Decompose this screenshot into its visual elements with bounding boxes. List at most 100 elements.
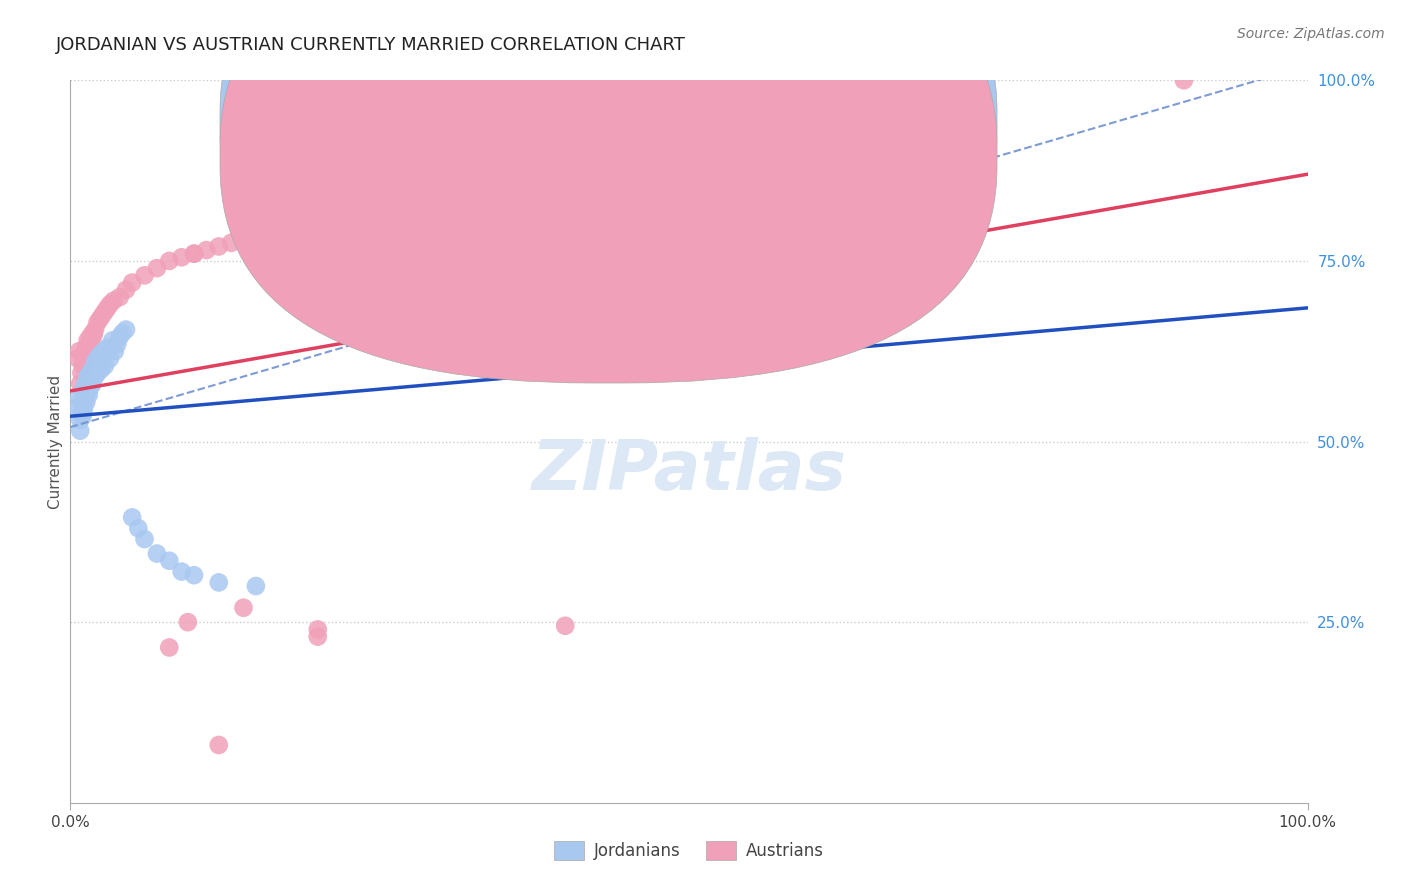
Point bbox=[84, 355, 107, 369]
Point bbox=[105, 337, 128, 351]
Point bbox=[91, 308, 114, 322]
Point bbox=[108, 290, 131, 304]
Text: N =: N = bbox=[710, 151, 749, 169]
Point bbox=[195, 243, 218, 257]
Point bbox=[75, 391, 97, 405]
Point bbox=[134, 268, 156, 283]
Point bbox=[121, 510, 143, 524]
Legend: Jordanians, Austrians: Jordanians, Austrians bbox=[547, 834, 831, 867]
Point bbox=[170, 565, 193, 579]
Point bbox=[146, 261, 169, 276]
Point bbox=[72, 384, 94, 398]
Point bbox=[73, 402, 96, 417]
Point bbox=[232, 232, 254, 246]
Point bbox=[1173, 73, 1195, 87]
Point bbox=[134, 532, 156, 546]
Point bbox=[157, 253, 180, 268]
Point bbox=[208, 239, 231, 253]
Point bbox=[93, 344, 115, 359]
Point bbox=[219, 235, 242, 250]
Point bbox=[80, 369, 103, 384]
Point bbox=[72, 409, 94, 424]
Text: R =: R = bbox=[633, 151, 672, 169]
Point bbox=[84, 369, 107, 384]
Point bbox=[79, 366, 101, 380]
Point bbox=[82, 326, 104, 340]
Point bbox=[70, 366, 93, 380]
Point bbox=[104, 344, 127, 359]
Point bbox=[90, 362, 112, 376]
Point bbox=[72, 359, 94, 373]
Point bbox=[103, 293, 125, 308]
Point bbox=[82, 376, 104, 391]
Point bbox=[86, 351, 108, 366]
Point bbox=[72, 348, 94, 362]
Point bbox=[208, 738, 231, 752]
Point bbox=[89, 348, 111, 362]
FancyBboxPatch shape bbox=[219, 0, 997, 350]
Point bbox=[79, 380, 101, 394]
Text: 54: 54 bbox=[745, 151, 768, 169]
Point bbox=[76, 369, 98, 384]
Point bbox=[75, 341, 97, 355]
Point bbox=[79, 330, 101, 344]
Point bbox=[115, 283, 138, 297]
Point bbox=[67, 391, 90, 405]
Point bbox=[467, 163, 489, 178]
Point bbox=[69, 413, 91, 427]
Point bbox=[75, 376, 97, 391]
Point bbox=[89, 311, 111, 326]
Point bbox=[77, 337, 100, 351]
Point bbox=[65, 402, 87, 417]
Text: 0.303: 0.303 bbox=[668, 151, 718, 169]
Point bbox=[72, 398, 94, 412]
Point bbox=[96, 341, 118, 355]
Point bbox=[84, 322, 107, 336]
Point bbox=[66, 351, 89, 366]
Point bbox=[75, 394, 97, 409]
Text: JORDANIAN VS AUSTRIAN CURRENTLY MARRIED CORRELATION CHART: JORDANIAN VS AUSTRIAN CURRENTLY MARRIED … bbox=[56, 36, 686, 54]
Text: N =: N = bbox=[710, 117, 749, 135]
Text: ZIPatlas: ZIPatlas bbox=[531, 437, 846, 504]
Point bbox=[86, 366, 108, 380]
Point bbox=[67, 344, 90, 359]
Point bbox=[75, 344, 97, 359]
Point bbox=[121, 276, 143, 290]
Y-axis label: Currently Married: Currently Married bbox=[48, 375, 63, 508]
Point bbox=[127, 521, 149, 535]
Point bbox=[70, 406, 93, 420]
Point bbox=[77, 373, 100, 387]
Point bbox=[77, 387, 100, 401]
Point bbox=[82, 362, 104, 376]
Text: Source: ZipAtlas.com: Source: ZipAtlas.com bbox=[1237, 27, 1385, 41]
Point bbox=[208, 575, 231, 590]
Point bbox=[94, 304, 117, 318]
Point bbox=[157, 640, 180, 655]
Point bbox=[183, 246, 205, 260]
FancyBboxPatch shape bbox=[219, 0, 997, 383]
Point bbox=[541, 167, 564, 181]
Point bbox=[86, 315, 108, 329]
Point bbox=[115, 322, 138, 336]
Point bbox=[157, 554, 180, 568]
Point bbox=[69, 424, 91, 438]
Point bbox=[245, 579, 267, 593]
Point bbox=[69, 376, 91, 391]
Point bbox=[177, 615, 200, 630]
Point bbox=[76, 384, 98, 398]
Point bbox=[98, 351, 121, 366]
Point bbox=[146, 547, 169, 561]
Point bbox=[83, 327, 105, 342]
Point bbox=[170, 250, 193, 264]
Point bbox=[307, 623, 329, 637]
Point bbox=[94, 359, 117, 373]
Point bbox=[108, 330, 131, 344]
Point bbox=[394, 167, 416, 181]
Text: 0.189: 0.189 bbox=[668, 117, 718, 135]
FancyBboxPatch shape bbox=[583, 98, 800, 181]
Point bbox=[73, 355, 96, 369]
Point bbox=[75, 380, 97, 394]
Point bbox=[98, 297, 121, 311]
Point bbox=[183, 568, 205, 582]
Point bbox=[70, 394, 93, 409]
